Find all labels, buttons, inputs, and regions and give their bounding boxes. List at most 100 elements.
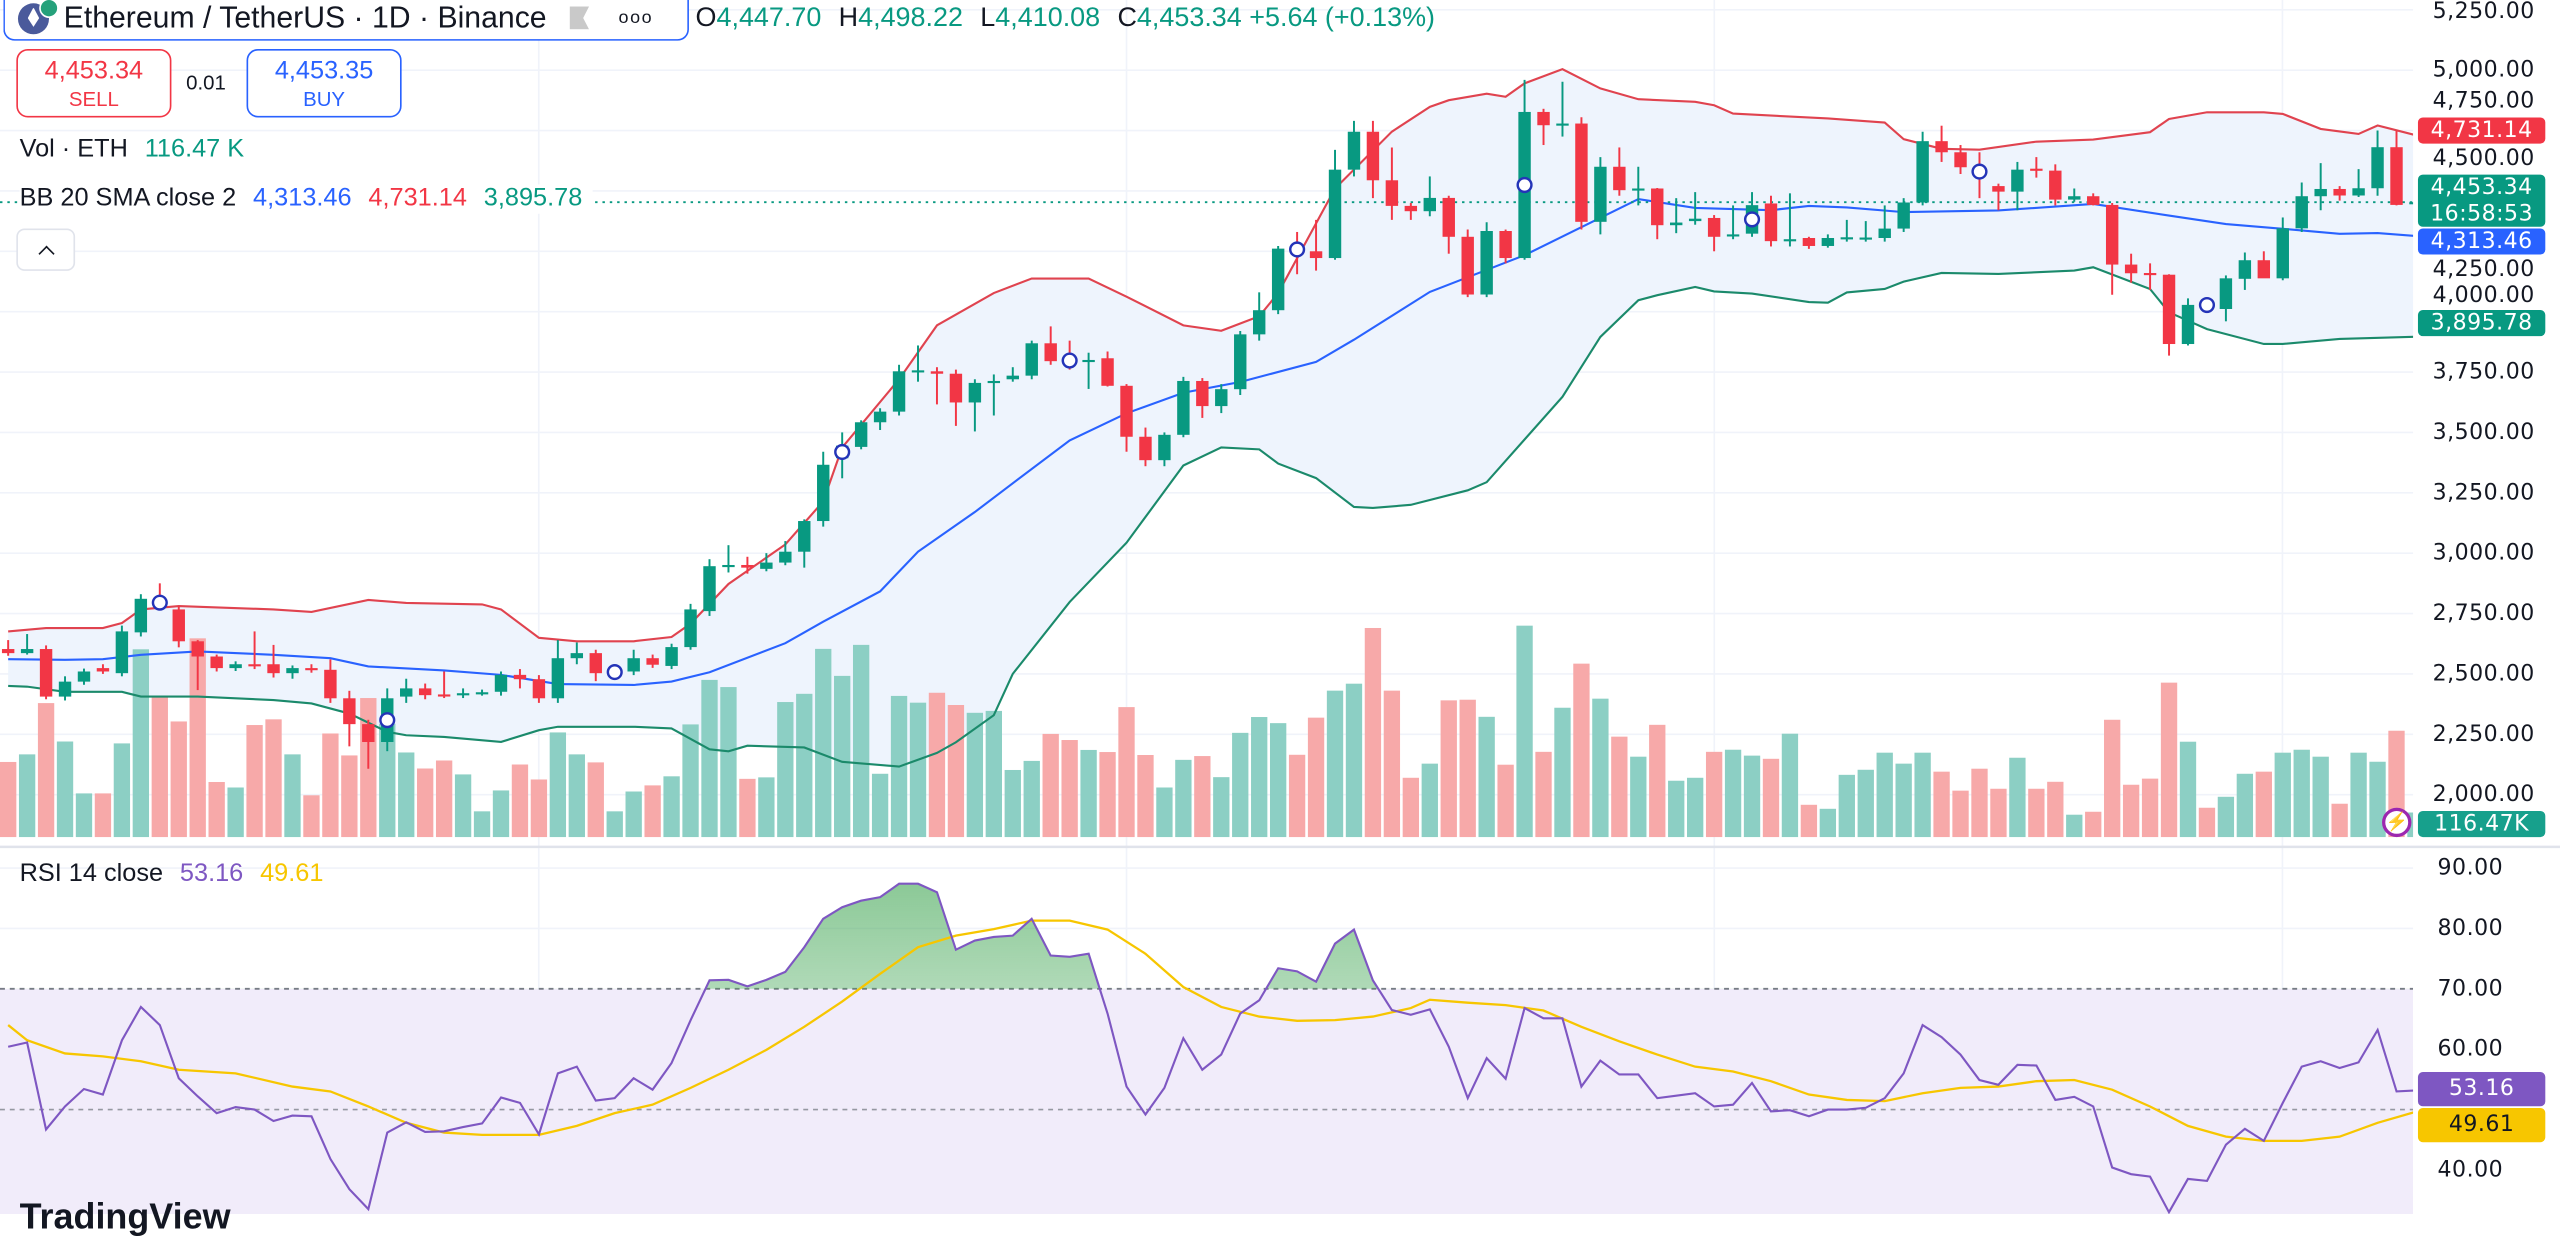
candle bbox=[1670, 198, 1683, 234]
candle-body bbox=[1613, 166, 1626, 191]
candle-body bbox=[475, 692, 489, 695]
candle-body bbox=[589, 653, 602, 674]
event-marker-icon[interactable] bbox=[834, 443, 851, 461]
candle-body bbox=[968, 382, 982, 403]
candle-body bbox=[2371, 147, 2384, 189]
volume-bar bbox=[492, 790, 510, 838]
event-marker-icon[interactable] bbox=[606, 664, 623, 681]
price-axis-label: 4,250.00 bbox=[2432, 256, 2535, 283]
candle bbox=[1328, 149, 1342, 260]
candle-body bbox=[1764, 203, 1778, 242]
event-marker-icon[interactable] bbox=[1516, 176, 1533, 194]
event-marker-icon[interactable] bbox=[1061, 352, 1078, 369]
candle bbox=[1651, 188, 1664, 240]
candle bbox=[930, 367, 944, 405]
volume-bar bbox=[852, 644, 870, 838]
candle bbox=[798, 519, 811, 568]
collapse-legend-button[interactable] bbox=[16, 228, 76, 271]
candle bbox=[1954, 145, 1967, 175]
price-axis-label: 3,750.00 bbox=[2432, 358, 2535, 385]
candle-body bbox=[798, 521, 811, 552]
volume-bar bbox=[284, 754, 301, 838]
event-marker-icon[interactable] bbox=[151, 594, 168, 611]
volume-bar bbox=[1762, 758, 1780, 838]
candle bbox=[949, 369, 963, 426]
volume-bar bbox=[834, 675, 851, 838]
candle-body bbox=[2314, 188, 2327, 197]
lightning-alert-icon[interactable]: ⚡ bbox=[2382, 807, 2412, 838]
volume-bar bbox=[18, 754, 36, 838]
volume-bar bbox=[170, 721, 187, 838]
event-marker-icon[interactable] bbox=[2198, 296, 2216, 314]
bollinger-basis-line bbox=[8, 197, 2414, 687]
candle-body bbox=[58, 681, 72, 697]
volume-bar bbox=[1800, 804, 1818, 838]
candle-body bbox=[987, 380, 1001, 384]
volume-bar bbox=[511, 764, 529, 838]
volume-bar bbox=[1251, 717, 1268, 838]
sell-button[interactable]: 4,453.34 SELL bbox=[16, 48, 172, 118]
candle-body bbox=[1082, 359, 1095, 363]
volume-bar bbox=[1269, 723, 1287, 838]
volume-bar bbox=[1573, 663, 1590, 838]
candle-body bbox=[2124, 264, 2138, 274]
candle bbox=[2181, 298, 2195, 346]
volume-bar bbox=[1023, 760, 1040, 838]
candle bbox=[1821, 234, 1835, 248]
event-marker-icon[interactable] bbox=[1971, 163, 1988, 180]
rsi-pane[interactable] bbox=[0, 882, 2416, 1214]
volume-bar bbox=[1383, 690, 1401, 838]
volume-bar bbox=[1459, 699, 1476, 838]
candle-body bbox=[1328, 169, 1342, 259]
event-markers[interactable] bbox=[151, 163, 2216, 729]
candle bbox=[2087, 193, 2100, 206]
volume-bar bbox=[208, 782, 225, 838]
volume-legend[interactable]: Vol · ETH 116.47 K bbox=[20, 135, 254, 164]
event-marker-icon[interactable] bbox=[1743, 211, 1761, 228]
candle-body bbox=[77, 671, 91, 682]
flag-icon[interactable] bbox=[569, 6, 590, 30]
event-marker-icon[interactable] bbox=[379, 712, 396, 729]
volume-bar bbox=[454, 774, 472, 838]
rsi-band-fill bbox=[0, 988, 2414, 1214]
bollinger-legend[interactable]: BB 20 SMA close 2 4,313.46 4,731.14 3,89… bbox=[19, 184, 593, 214]
candle-body bbox=[418, 688, 432, 696]
bb-lower-badge: 3,895.78 bbox=[2417, 310, 2546, 337]
candle bbox=[1347, 120, 1361, 177]
bollinger-upper-value: 4,731.14 bbox=[368, 184, 467, 213]
candle bbox=[2219, 275, 2233, 322]
volume-bar bbox=[2160, 682, 2178, 838]
price-pane[interactable] bbox=[0, 68, 2424, 838]
price-axis-label: 2,500.00 bbox=[2432, 660, 2535, 687]
volume-bar bbox=[1743, 755, 1761, 838]
volume-bar bbox=[1687, 777, 1704, 838]
candle bbox=[77, 668, 91, 685]
volume-bar bbox=[1042, 733, 1059, 838]
tradingview-logo[interactable]: TradingView bbox=[19, 1196, 231, 1237]
rsi-legend[interactable]: RSI 14 close 53.16 49.61 bbox=[20, 860, 334, 889]
volume-bar bbox=[2369, 761, 2386, 838]
candle-body bbox=[2295, 196, 2308, 229]
candle bbox=[1802, 236, 1816, 249]
candle bbox=[1992, 183, 2005, 211]
candle-body bbox=[1783, 239, 1797, 242]
candle-body bbox=[362, 724, 375, 743]
volume-bar bbox=[37, 703, 55, 838]
volume-bar bbox=[966, 712, 984, 838]
rsi-line bbox=[7, 882, 2414, 1214]
candle-body bbox=[1992, 186, 2005, 192]
volume-bar bbox=[1952, 790, 1969, 838]
volume-bar bbox=[1971, 768, 1988, 838]
candle-body bbox=[1044, 343, 1057, 362]
event-marker-icon[interactable] bbox=[1289, 241, 1306, 258]
buy-button[interactable]: 4,453.35 BUY bbox=[246, 48, 402, 118]
volume-bar bbox=[1194, 756, 1211, 838]
volume-bar bbox=[606, 811, 623, 838]
more-options-icon[interactable]: ooo bbox=[618, 8, 654, 28]
candle-body bbox=[286, 668, 299, 674]
volume-bar bbox=[265, 719, 282, 838]
candle bbox=[1556, 81, 1569, 137]
volume-bar bbox=[1895, 763, 1912, 838]
symbol-title-box[interactable]: Ethereum / TetherUS · 1D · Binance ooo bbox=[3, 0, 689, 41]
